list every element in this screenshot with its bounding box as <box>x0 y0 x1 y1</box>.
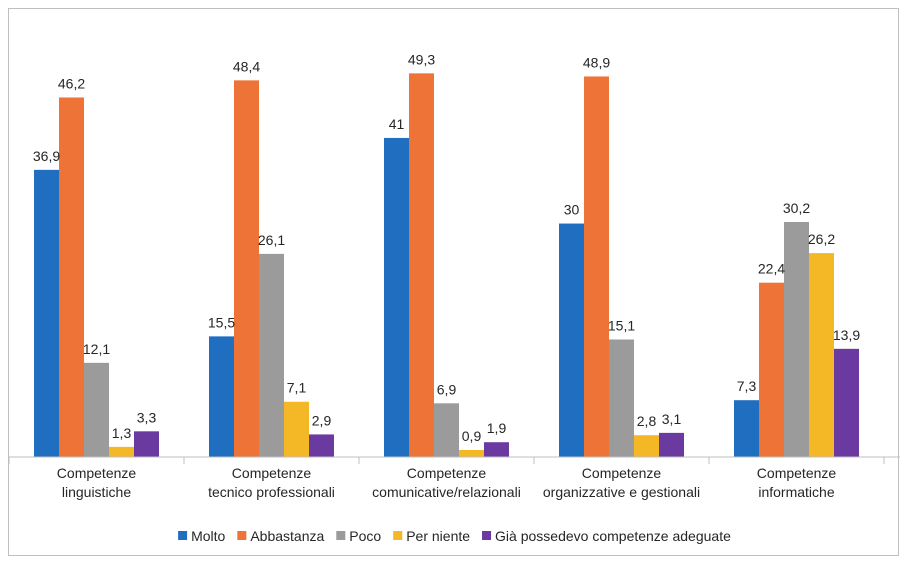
x-axis-ticks <box>8 457 885 464</box>
data-label-2-0: 41 <box>389 116 405 132</box>
legend-label-3: Per niente <box>406 528 470 544</box>
legend-item-1: Abbastanza <box>237 528 325 544</box>
legend-item-0: Molto <box>178 528 226 544</box>
legend-item-3: Per niente <box>393 528 470 544</box>
data-label-2-2: 6,9 <box>437 381 457 397</box>
data-label-3-3: 2,8 <box>637 413 657 429</box>
legend-item-4: Già possedevo competenze adeguate <box>482 528 731 544</box>
chart-frame: 36,9 46,2 12,1 1,3 3,3 15,5 48,4 26,1 7,1 2,9 41 49… <box>8 8 900 556</box>
data-label-3-0: 30 <box>564 202 580 218</box>
data-label-0-2: 12,1 <box>83 341 110 357</box>
legend-swatch-1 <box>237 531 247 540</box>
category-label-0: Competenze linguistiche <box>57 465 137 500</box>
bar-2-4 <box>484 442 509 457</box>
bar-2-0 <box>384 137 409 458</box>
bar-2-2 <box>434 403 459 457</box>
bar-3-2 <box>609 339 634 457</box>
bar-3-1 <box>584 76 609 458</box>
legend-label-2: Poco <box>349 528 381 544</box>
data-label-4-1: 22,4 <box>758 261 785 277</box>
data-label-4-3: 26,2 <box>808 231 835 247</box>
bar-1-0 <box>209 336 234 457</box>
bar-0-2 <box>84 362 109 457</box>
category-label-4: Competenze informatiche <box>757 465 837 500</box>
bar-4-4 <box>834 348 859 457</box>
bar-3-0 <box>559 223 584 457</box>
legend-swatch-4 <box>482 531 492 540</box>
legend-swatch-2 <box>336 531 346 540</box>
category-label-3: Competenze organizzative e gestionali <box>543 465 700 500</box>
legend-swatch-3 <box>393 531 403 540</box>
bars-layer <box>34 73 859 458</box>
data-label-1-3: 7,1 <box>287 380 307 396</box>
bar-1-2 <box>259 253 284 457</box>
data-label-0-4: 3,3 <box>137 409 157 425</box>
bar-3-3 <box>634 435 659 457</box>
data-label-1-0: 15,5 <box>208 314 235 330</box>
bar-1-1 <box>234 80 259 458</box>
data-label-0-0: 36,9 <box>33 148 60 164</box>
bar-0-4 <box>134 431 159 457</box>
data-label-4-2: 30,2 <box>783 200 810 216</box>
category-labels-layer: Competenze linguistiche Competenze tecnico … <box>57 465 837 500</box>
bar-4-1 <box>759 282 784 457</box>
bar-1-3 <box>284 401 309 457</box>
data-label-1-2: 26,1 <box>258 232 285 248</box>
data-label-3-2: 15,1 <box>608 317 635 333</box>
data-label-4-0: 7,3 <box>737 378 757 394</box>
bar-4-2 <box>784 221 809 457</box>
legend-label-0: Molto <box>191 528 225 544</box>
data-label-3-1: 48,9 <box>583 54 610 70</box>
legend-swatch-0 <box>178 531 188 540</box>
bar-0-1 <box>59 97 84 457</box>
data-label-1-4: 2,9 <box>312 412 332 428</box>
bar-4-3 <box>809 253 834 457</box>
category-label-1: Competenze tecnico professionali <box>208 465 335 500</box>
bar-chart: 36,9 46,2 12,1 1,3 3,3 15,5 48,4 26,1 7,1 2,9 41 49… <box>8 51 900 544</box>
bar-4-0 <box>734 400 759 457</box>
data-label-2-4: 1,9 <box>487 420 507 436</box>
data-label-4-4: 13,9 <box>833 327 860 343</box>
category-label-2: Competenze comunicative/relazionali <box>372 465 521 500</box>
data-label-2-1: 49,3 <box>408 51 435 67</box>
bar-0-0 <box>34 169 59 458</box>
bar-3-4 <box>659 432 684 457</box>
data-label-1-1: 48,4 <box>233 58 260 74</box>
legend: Molto Abbastanza Poco Per niente Già possede… <box>178 528 731 544</box>
bar-1-4 <box>309 434 334 457</box>
bar-2-3 <box>459 449 484 457</box>
bar-2-1 <box>409 73 434 458</box>
legend-item-2: Poco <box>336 528 381 544</box>
value-labels-layer: 36,9 46,2 12,1 1,3 3,3 15,5 48,4 26,1 7,1 2,9 41 49… <box>33 51 860 444</box>
data-label-0-1: 46,2 <box>58 75 85 91</box>
data-label-0-3: 1,3 <box>112 425 132 441</box>
data-label-2-3: 0,9 <box>462 428 482 444</box>
legend-label-4: Già possedevo competenze adeguate <box>495 528 731 544</box>
legend-label-1: Abbastanza <box>250 528 324 544</box>
bar-0-3 <box>109 446 134 457</box>
data-label-3-4: 3,1 <box>662 411 682 427</box>
